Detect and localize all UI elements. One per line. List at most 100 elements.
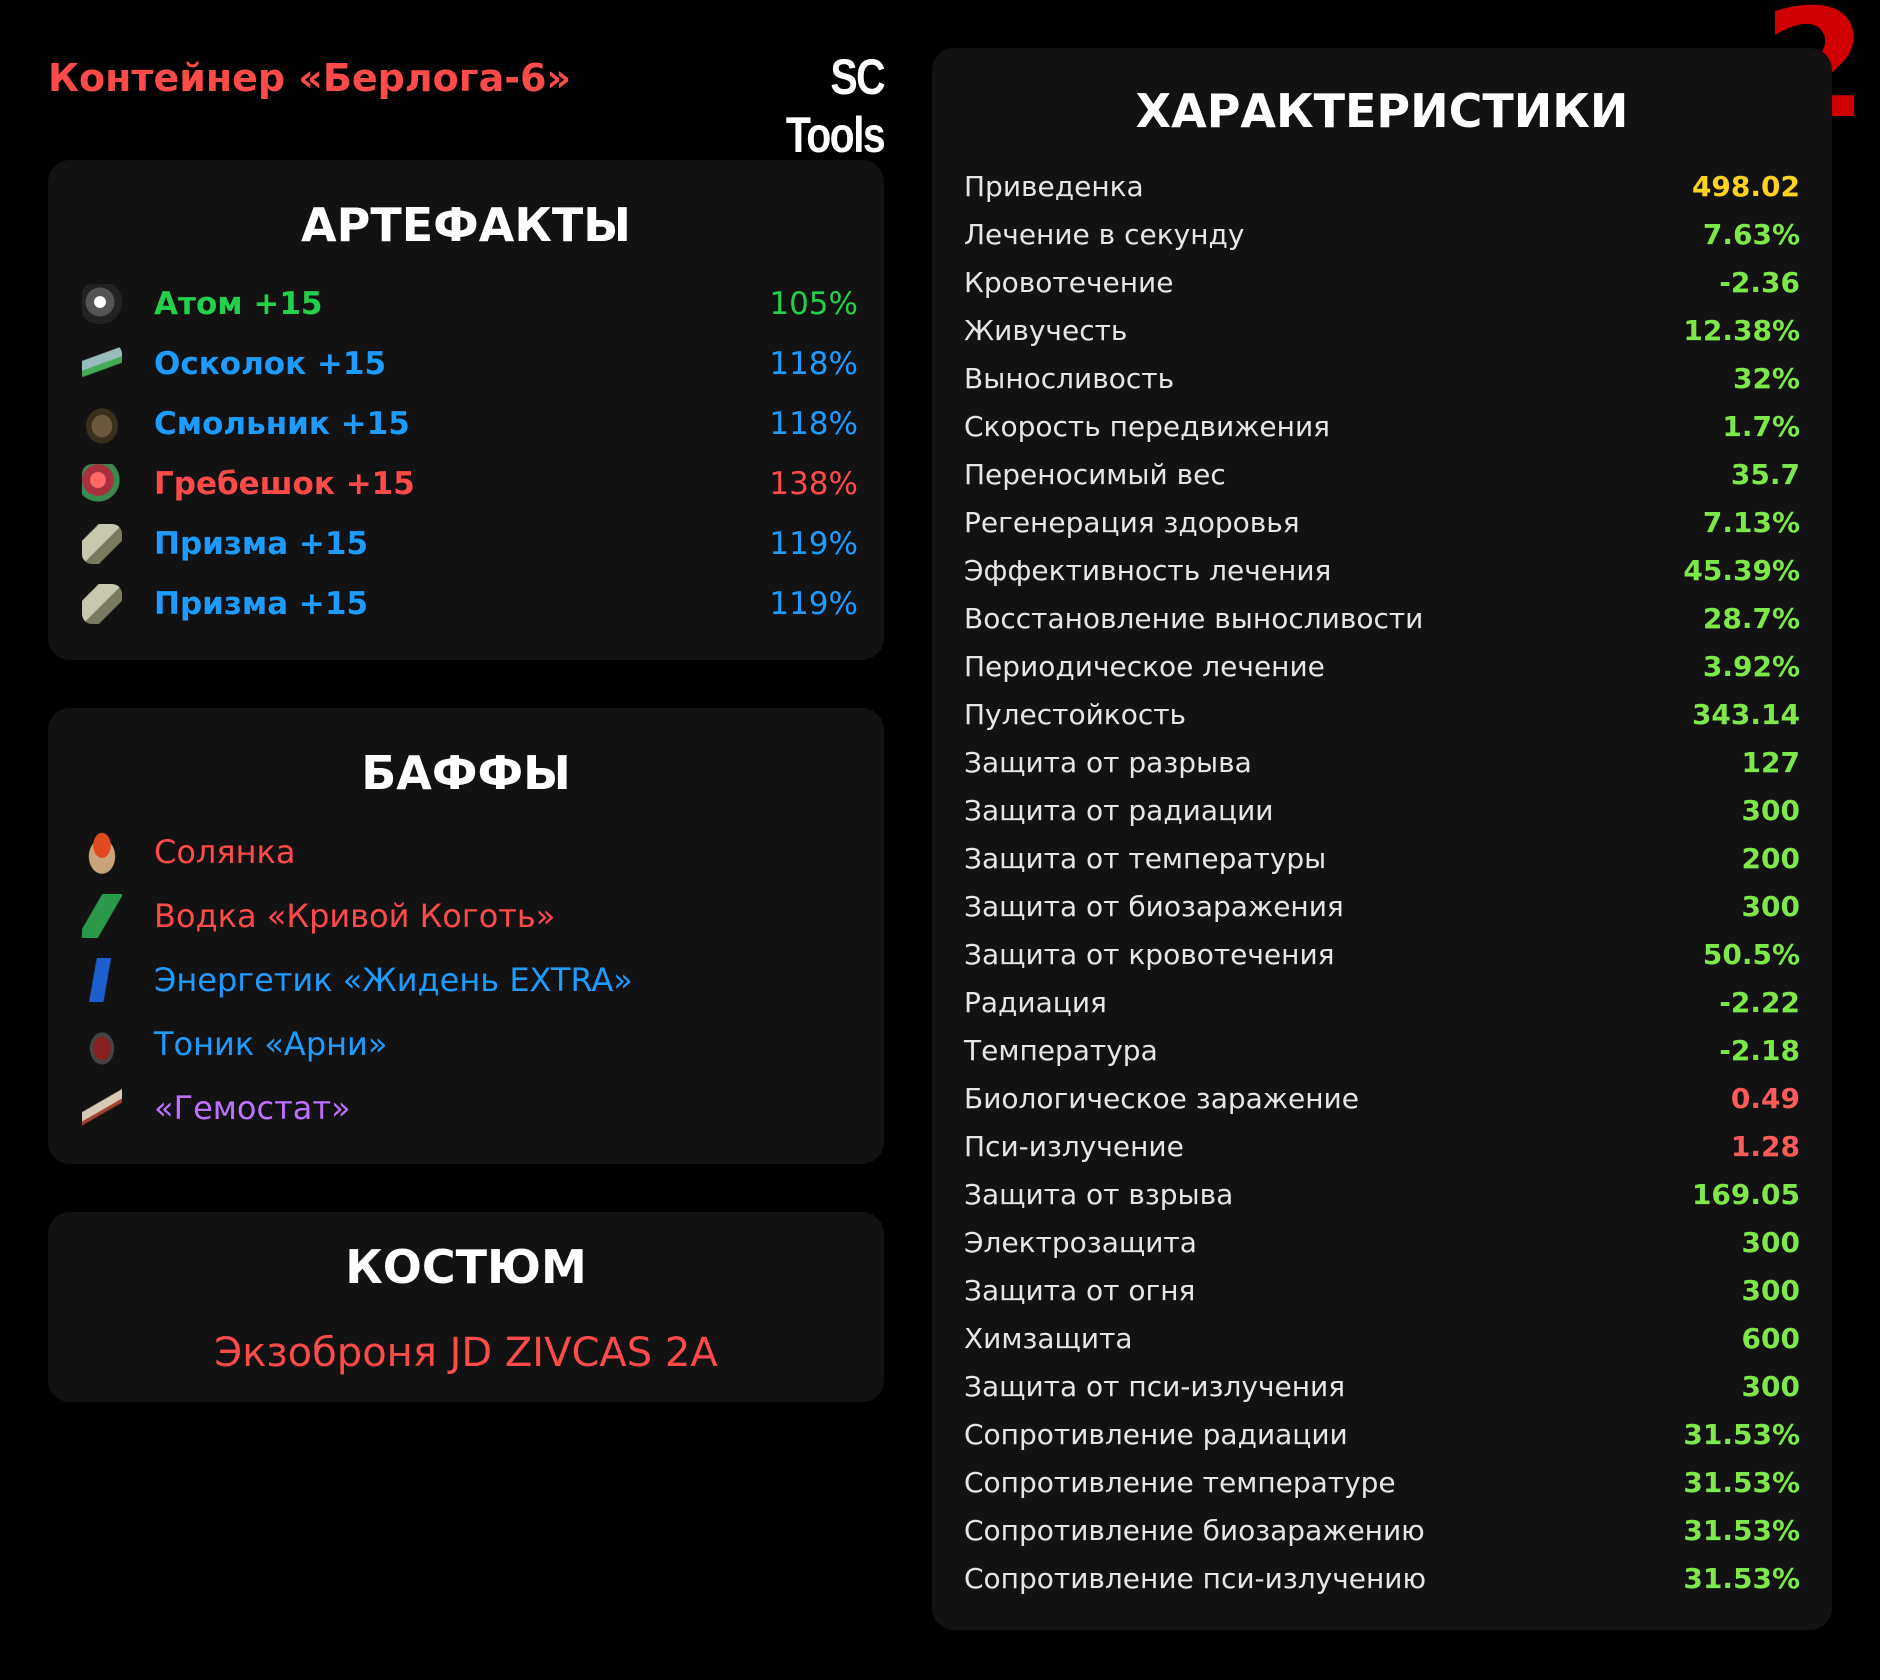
stat-label: Защита от радиации	[964, 793, 1274, 827]
buff-row[interactable]: «Гемостат»	[82, 1080, 858, 1136]
stat-row: Температура -2.18	[964, 1026, 1800, 1074]
buff-row[interactable]: Тоник «Арни»	[82, 1016, 858, 1072]
artifact-row[interactable]: Гребешок +15 138%	[82, 456, 858, 512]
stat-value: 600	[1741, 1321, 1800, 1355]
stat-row: Химзащита 600	[964, 1314, 1800, 1362]
artifact-value: 118%	[769, 406, 858, 442]
stat-value: 300	[1741, 1369, 1800, 1403]
buff-label: «Гемостат»	[154, 1089, 351, 1127]
stat-value: 31.53%	[1683, 1417, 1800, 1451]
buff-row[interactable]: Солянка	[82, 824, 858, 880]
stat-value: 12.38%	[1683, 313, 1800, 347]
stat-value: 1.28	[1730, 1129, 1800, 1163]
stat-value: 50.5%	[1702, 937, 1800, 971]
stat-label: Эффективность лечения	[964, 553, 1332, 587]
stat-row: Скорость передвижения 1.7%	[964, 402, 1800, 450]
artifact-value: 138%	[769, 466, 858, 502]
stat-row: Переносимый вес 35.7	[964, 450, 1800, 498]
stat-value: 300	[1741, 1225, 1800, 1259]
artifact-name: Гребешок +15	[154, 466, 415, 502]
stat-value: 3.92%	[1702, 649, 1800, 683]
atom-artifact-icon	[82, 284, 122, 324]
stat-row: Выносливость 32%	[964, 354, 1800, 402]
buff-row[interactable]: Энергетик «Жидень EXTRA»	[82, 952, 858, 1008]
stat-row: Сопротивление радиации 31.53%	[964, 1410, 1800, 1458]
suit-panel: КОСТЮМ Экзоброня JD ZIVCAS 2A	[48, 1212, 884, 1402]
stat-label: Сопротивление радиации	[964, 1417, 1348, 1451]
stat-row: Электрозащита 300	[964, 1218, 1800, 1266]
stat-row: Сопротивление пси-излучению 31.53%	[964, 1554, 1800, 1602]
stat-label: Приведенка	[964, 169, 1144, 203]
stat-value: 28.7%	[1702, 601, 1800, 635]
stat-label: Защита от пси-излучения	[964, 1369, 1346, 1403]
stat-value: 300	[1741, 793, 1800, 827]
stat-row: Защита от огня 300	[964, 1266, 1800, 1314]
stat-row: Сопротивление температуре 31.53%	[964, 1458, 1800, 1506]
stat-label: Защита от кровотечения	[964, 937, 1335, 971]
energy-can-icon	[82, 958, 122, 1002]
suit-title: КОСТЮМ	[345, 1240, 587, 1294]
stats-panel: ХАРАКТЕРИСТИКИ Приведенка 498.02 Лечение в…	[932, 48, 1832, 1630]
buff-row[interactable]: Водка «Кривой Коготь»	[82, 888, 858, 944]
stat-label: Живучесть	[964, 313, 1128, 347]
stat-label: Биологическое заражение	[964, 1081, 1359, 1115]
stat-row: Защита от взрыва 169.05	[964, 1170, 1800, 1218]
stat-row: Кровотечение -2.36	[964, 258, 1800, 306]
artifact-value: 119%	[769, 526, 858, 562]
stat-row: Радиация -2.22	[964, 978, 1800, 1026]
stat-value: 32%	[1732, 361, 1800, 395]
buff-label: Энергетик «Жидень EXTRA»	[154, 961, 633, 999]
brand-logo: SC Tools	[785, 49, 886, 163]
stat-row: Биологическое заражение 0.49	[964, 1074, 1800, 1122]
stat-label: Пси-излучение	[964, 1129, 1184, 1163]
artifact-row[interactable]: Призма +15 119%	[82, 516, 858, 572]
artifact-row[interactable]: Призма +15 119%	[82, 576, 858, 632]
stat-value: 31.53%	[1683, 1561, 1800, 1595]
buff-label: Тоник «Арни»	[154, 1025, 388, 1063]
artifacts-title: АРТЕФАКТЫ	[301, 198, 631, 252]
stat-label: Восстановление выносливости	[964, 601, 1424, 635]
stat-label: Защита от огня	[964, 1273, 1196, 1307]
artifact-row[interactable]: Смольник +15 118%	[82, 396, 858, 452]
artifact-name: Атом +15	[154, 286, 323, 322]
buff-label: Солянка	[154, 833, 296, 871]
shard-artifact-icon	[82, 344, 122, 384]
stat-value: 1.7%	[1722, 409, 1800, 443]
stat-value: 45.39%	[1683, 553, 1800, 587]
stat-row: Регенерация здоровья 7.13%	[964, 498, 1800, 546]
artifact-row[interactable]: Атом +15 105%	[82, 276, 858, 332]
container-title: Контейнер «Берлога-6»	[48, 56, 571, 100]
stat-row: Эффективность лечения 45.39%	[964, 546, 1800, 594]
stat-row: Живучесть 12.38%	[964, 306, 1800, 354]
prism-artifact-icon	[82, 584, 122, 624]
stat-row: Защита от температуры 200	[964, 834, 1800, 882]
stat-row: Восстановление выносливости 28.7%	[964, 594, 1800, 642]
stat-value: 7.63%	[1702, 217, 1800, 251]
stat-value: -2.36	[1719, 265, 1800, 299]
stat-label: Скорость передвижения	[964, 409, 1330, 443]
artifacts-panel: АРТЕФАКТЫ Атом +15 105% Осколок +15 118%…	[48, 160, 884, 660]
artifact-value: 119%	[769, 586, 858, 622]
stat-label: Сопротивление биозаражению	[964, 1513, 1425, 1547]
stat-value: 169.05	[1691, 1177, 1800, 1211]
artifact-row[interactable]: Осколок +15 118%	[82, 336, 858, 392]
stat-label: Выносливость	[964, 361, 1175, 395]
stat-row: Лечение в секунду 7.63%	[964, 210, 1800, 258]
artifact-name: Призма +15	[154, 586, 369, 622]
stat-row: Сопротивление биозаражению 31.53%	[964, 1506, 1800, 1554]
stat-row: Пулестойкость 343.14	[964, 690, 1800, 738]
stat-value: 31.53%	[1683, 1465, 1800, 1499]
tonic-bottle-icon	[82, 1022, 122, 1066]
stat-label: Защита от температуры	[964, 841, 1327, 875]
soup-bowl-icon	[82, 830, 122, 874]
comb-artifact-icon	[82, 464, 122, 504]
stat-label: Защита от взрыва	[964, 1177, 1234, 1211]
stat-value: -2.18	[1719, 1033, 1800, 1067]
artifact-value: 105%	[769, 286, 858, 322]
buffs-panel: БАФФЫ Солянка Водка «Кривой Коготь» Энер…	[48, 708, 884, 1164]
stat-label: Температура	[964, 1033, 1158, 1067]
stat-label: Радиация	[964, 985, 1107, 1019]
stat-label: Защита от разрыва	[964, 745, 1252, 779]
artifact-name: Призма +15	[154, 526, 369, 562]
vodka-bottle-icon	[82, 894, 122, 938]
